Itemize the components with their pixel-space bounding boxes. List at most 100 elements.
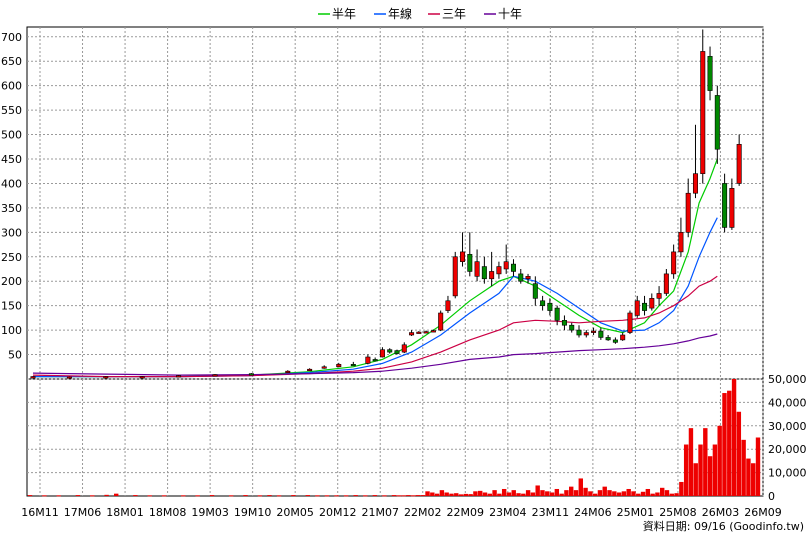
volume-bar [243, 495, 248, 497]
volume-bar [396, 495, 401, 497]
volume-bar [161, 495, 167, 497]
y-tick-label: 300 [1, 226, 22, 239]
candle-body [481, 266, 487, 280]
volume-bar [343, 495, 349, 497]
y-tick-label: 50 [8, 349, 22, 362]
candle-body [321, 366, 327, 369]
volume-bar [688, 428, 694, 496]
x-tick-label: 16M11 [21, 506, 59, 519]
series-line [33, 158, 718, 378]
candle-body [350, 364, 356, 367]
series-line [32, 333, 718, 376]
volume-bar [195, 495, 200, 497]
candle-body [365, 356, 371, 364]
y-tick-label: 200 [1, 275, 22, 288]
volume-bar [267, 495, 272, 497]
candle-body [598, 330, 604, 338]
x-tick-label: 22M02 [404, 506, 442, 519]
volume-bar [516, 493, 521, 496]
volume-bar [382, 495, 387, 497]
volume-bar [90, 495, 95, 497]
y-tick-label: 500 [1, 129, 22, 142]
candle-body [372, 359, 378, 362]
volume-bar [454, 493, 459, 496]
volume-bar [56, 495, 61, 497]
volume-bar [612, 491, 617, 496]
y-tick-label: 400 [1, 177, 22, 190]
legend-label: 三年 [442, 7, 466, 21]
candle-body [547, 302, 553, 311]
volume-bar [578, 478, 583, 496]
volume-bar [731, 379, 737, 496]
volume-bar [415, 495, 421, 497]
x-tick-label: 20M12 [319, 506, 357, 519]
volume-bar [746, 458, 751, 496]
volume-bar [257, 495, 263, 497]
volume-tick-label: 40,000 [768, 396, 807, 409]
volume-bar [660, 487, 665, 496]
candle-body [671, 251, 677, 275]
candle-body [736, 144, 742, 184]
volume-bar [511, 490, 516, 496]
volume-bar [401, 495, 406, 497]
series-line [33, 217, 718, 378]
candle-body [423, 331, 429, 334]
volume-bar [588, 491, 593, 496]
volume-bar [315, 495, 320, 497]
volume-bar [650, 493, 655, 496]
volume-bar [703, 428, 708, 496]
candle-body [285, 370, 291, 373]
volume-bar [501, 488, 507, 496]
volume-bar [363, 495, 368, 497]
y-tick-label: 250 [1, 251, 22, 264]
volume-bar [602, 486, 607, 496]
volume-bar [133, 495, 138, 497]
candle-body [489, 271, 495, 280]
candle-body [525, 276, 531, 280]
y-tick-label: 600 [1, 80, 22, 93]
candle-body [139, 376, 145, 379]
volume-bar [554, 488, 560, 496]
candle-body [554, 307, 560, 321]
volume-bar [473, 491, 478, 496]
x-tick-label: 24M06 [574, 506, 612, 519]
volume-bar [425, 491, 430, 496]
volume-bar [487, 493, 492, 496]
candle-body [656, 293, 662, 299]
volume-bar [712, 444, 718, 496]
candle-body [176, 375, 182, 378]
candle-body [620, 334, 626, 341]
volume-bar [521, 493, 526, 496]
volume-bar [334, 495, 339, 497]
moving-average-lines [32, 158, 718, 378]
volume-bar [42, 495, 47, 497]
candle-body [642, 302, 648, 311]
candle-body [518, 273, 524, 282]
candle-body [634, 300, 640, 316]
candle-body [561, 320, 567, 326]
volume-panel-frame [26, 378, 764, 497]
candle-body [700, 51, 706, 174]
volume-bar [463, 493, 469, 496]
candle-body [678, 232, 684, 253]
volume-grid [27, 378, 764, 496]
volume-bar [607, 490, 612, 496]
y-tick-label: 650 [1, 55, 22, 68]
candle-body [722, 183, 728, 228]
volume-bar [181, 495, 186, 497]
x-tick-label: 19M03 [191, 506, 229, 519]
candle-body [503, 261, 509, 270]
volume-bar [679, 481, 684, 496]
volume-bar [372, 495, 378, 497]
candle-body [212, 374, 218, 377]
volume-bar [592, 493, 598, 496]
candle-body [438, 312, 444, 331]
volume-bar [683, 444, 689, 496]
candle-body [460, 251, 466, 262]
volume-bar [621, 491, 627, 496]
candle-body [248, 373, 254, 376]
volume-bar [655, 492, 660, 496]
candle-body [30, 376, 36, 379]
volume-bar [492, 490, 497, 496]
